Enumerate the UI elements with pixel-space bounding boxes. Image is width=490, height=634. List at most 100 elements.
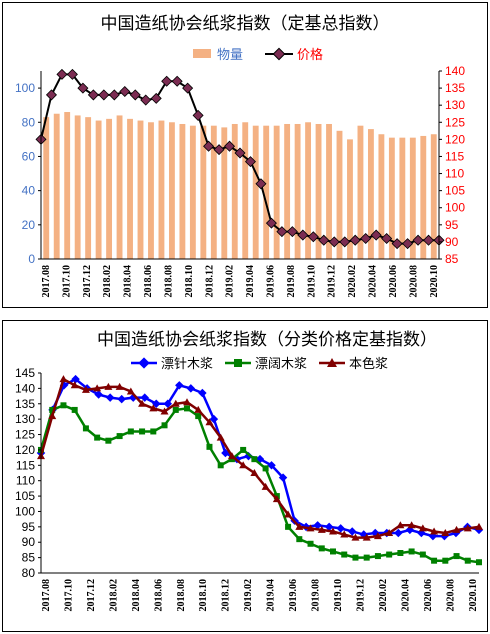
price-point [129,89,141,101]
volume-bar [294,123,301,260]
data-point-triangle [205,418,214,426]
x-tick-label: 2020.08 [445,579,456,612]
data-point-square [172,406,179,413]
price-point [297,229,309,241]
data-point-square [184,405,190,412]
x-tick-label: 2019.10 [333,579,344,612]
y-tick-label: 135 [15,397,35,411]
data-point-square [386,551,393,558]
volume-bar [315,123,322,260]
volume-bar [148,122,154,259]
y-tick-label: 140 [15,381,35,395]
price-point [265,217,277,229]
data-point-square [49,406,56,413]
volume-bar [430,134,437,259]
volume-bar [388,137,395,259]
y-tick-label: 145 [15,366,35,380]
price-point [192,109,204,121]
volume-bar [179,123,186,260]
data-point-square [60,402,67,409]
data-point-square [195,413,202,420]
data-point-square [419,551,426,558]
y-tick-label: 120 [15,443,35,457]
volume-bar [326,123,332,260]
x-tick-label: 2020.04 [368,265,379,298]
volume-bar [127,118,133,259]
data-point-triangle [171,399,180,407]
y-right-tick-label: 100 [445,201,465,215]
data-point-square [374,553,381,560]
legend-marker-triangle [327,358,337,367]
data-point-triangle [149,404,158,412]
data-point-triangle [239,461,248,469]
data-point-square [442,557,449,564]
data-point-triangle [317,525,326,533]
y-tick-label: 95 [22,520,36,534]
series-line-2 [39,403,480,564]
data-point-square [262,465,269,472]
data-point-triangle [261,482,270,490]
series-line-3 [39,377,480,539]
data-point-square [307,540,314,547]
y-tick-label: 85 [22,551,36,565]
x-tick-label: 2020.02 [347,265,358,298]
data-point-square [330,548,336,555]
data-point-square [150,428,157,435]
volume-bar [273,125,280,259]
volume-bar [305,122,312,259]
volume-bar [263,125,270,259]
data-point-triangle [351,533,360,541]
data-point-diamond [186,384,196,393]
data-point-square [217,462,224,469]
data-point-square [82,425,89,432]
data-point-diamond [140,393,149,402]
data-point-triangle [362,533,371,541]
data-point-triangle [104,382,113,390]
data-point-square [116,433,123,440]
data-point-square [318,545,325,552]
y-tick-label: 80 [22,566,36,580]
data-point-diamond [394,528,403,538]
data-point-triangle [183,398,191,406]
data-point-square [94,434,101,441]
data-point-diamond [267,461,276,470]
data-point-triangle [70,381,79,389]
x-tick-label: 2018.06 [143,265,154,298]
data-point-square [408,548,415,555]
price-point [224,140,236,152]
data-point-square [285,523,292,530]
y-left-tick-label: 60 [22,149,36,163]
chart-title: 中国造纸协会纸浆指数（分类价格定基指数） [97,330,437,350]
x-tick-label: 2019.06 [288,579,299,612]
x-tick-label: 2019.12 [355,579,366,612]
data-point-triangle [115,382,124,390]
price-point [161,75,173,87]
price-point [108,89,120,101]
x-tick-label: 2018.06 [153,579,164,612]
data-point-triangle [463,524,472,532]
data-point-square [228,456,235,463]
x-tick-label: 2019.12 [327,265,338,298]
volume-bar [74,115,81,259]
x-tick-label: 2017.08 [41,579,52,612]
y-right-tick-label: 130 [445,98,465,112]
volume-bar [158,120,165,260]
y-right-tick-label: 120 [445,132,465,146]
price-point [203,140,215,152]
data-point-triangle [329,527,337,535]
price-point [56,68,68,80]
price-point [276,226,288,238]
y-right-tick-label: 90 [445,235,459,249]
price-point [87,89,99,101]
x-tick-label: 2018.04 [123,265,134,298]
data-point-square [206,443,213,450]
data-point-diamond [324,522,334,532]
data-point-triangle [160,407,169,415]
data-point-triangle [126,387,135,395]
x-tick-label: 2018.08 [176,579,187,612]
data-point-square [240,446,247,453]
x-tick-label: 2017.12 [86,579,97,612]
legend-label-series-2: 漂阔木浆 [255,356,307,372]
x-tick-label: 2018.12 [221,579,232,612]
x-tick-label: 2018.04 [131,579,142,612]
